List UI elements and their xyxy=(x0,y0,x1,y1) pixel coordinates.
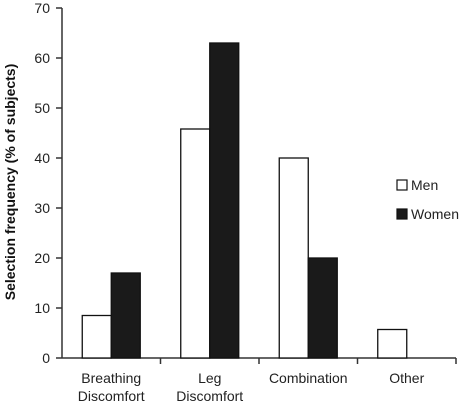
x-category-label: Combination xyxy=(269,370,348,386)
y-axis: 0 10 20 30 40 50 60 70 xyxy=(34,0,63,366)
legend-swatch-women xyxy=(396,208,408,220)
y-tick-label: 0 xyxy=(42,350,50,366)
legend-swatch-men xyxy=(396,179,408,191)
bar-men xyxy=(377,328,408,359)
x-category-label-line: Discomfort xyxy=(78,388,145,404)
y-tick-label: 50 xyxy=(34,100,50,116)
bar-women xyxy=(209,42,240,359)
x-category-label-line: Other xyxy=(389,370,424,386)
x-axis: Breathing Discomfort Leg Discomfort Combinat… xyxy=(62,357,457,404)
bar-men xyxy=(278,157,309,359)
legend-label-men: Men xyxy=(411,177,438,193)
bar-women xyxy=(307,257,338,359)
x-category-label: Other xyxy=(389,370,424,386)
bar-women xyxy=(110,272,141,359)
x-category-label-line: Breathing xyxy=(81,370,141,386)
y-tick-label: 40 xyxy=(34,150,50,166)
y-tick-label: 20 xyxy=(34,250,50,266)
legend: Men Women xyxy=(396,177,459,222)
x-category-label-line: Combination xyxy=(269,370,348,386)
bar-men xyxy=(81,314,112,359)
y-axis-label: Selection frequency (% of subjects) xyxy=(2,64,18,301)
x-category-label: Breathing Discomfort xyxy=(78,370,145,404)
y-tick-label: 30 xyxy=(34,200,50,216)
legend-label-women: Women xyxy=(411,206,459,222)
bar-men xyxy=(180,128,211,359)
y-tick-label: 70 xyxy=(34,0,50,16)
y-tick-label: 10 xyxy=(34,300,50,316)
bars xyxy=(81,42,408,359)
x-category-label-line: Discomfort xyxy=(176,388,243,404)
x-category-label: Leg Discomfort xyxy=(176,370,243,404)
y-tick-label: 60 xyxy=(34,50,50,66)
x-category-label-line: Leg xyxy=(198,370,221,386)
